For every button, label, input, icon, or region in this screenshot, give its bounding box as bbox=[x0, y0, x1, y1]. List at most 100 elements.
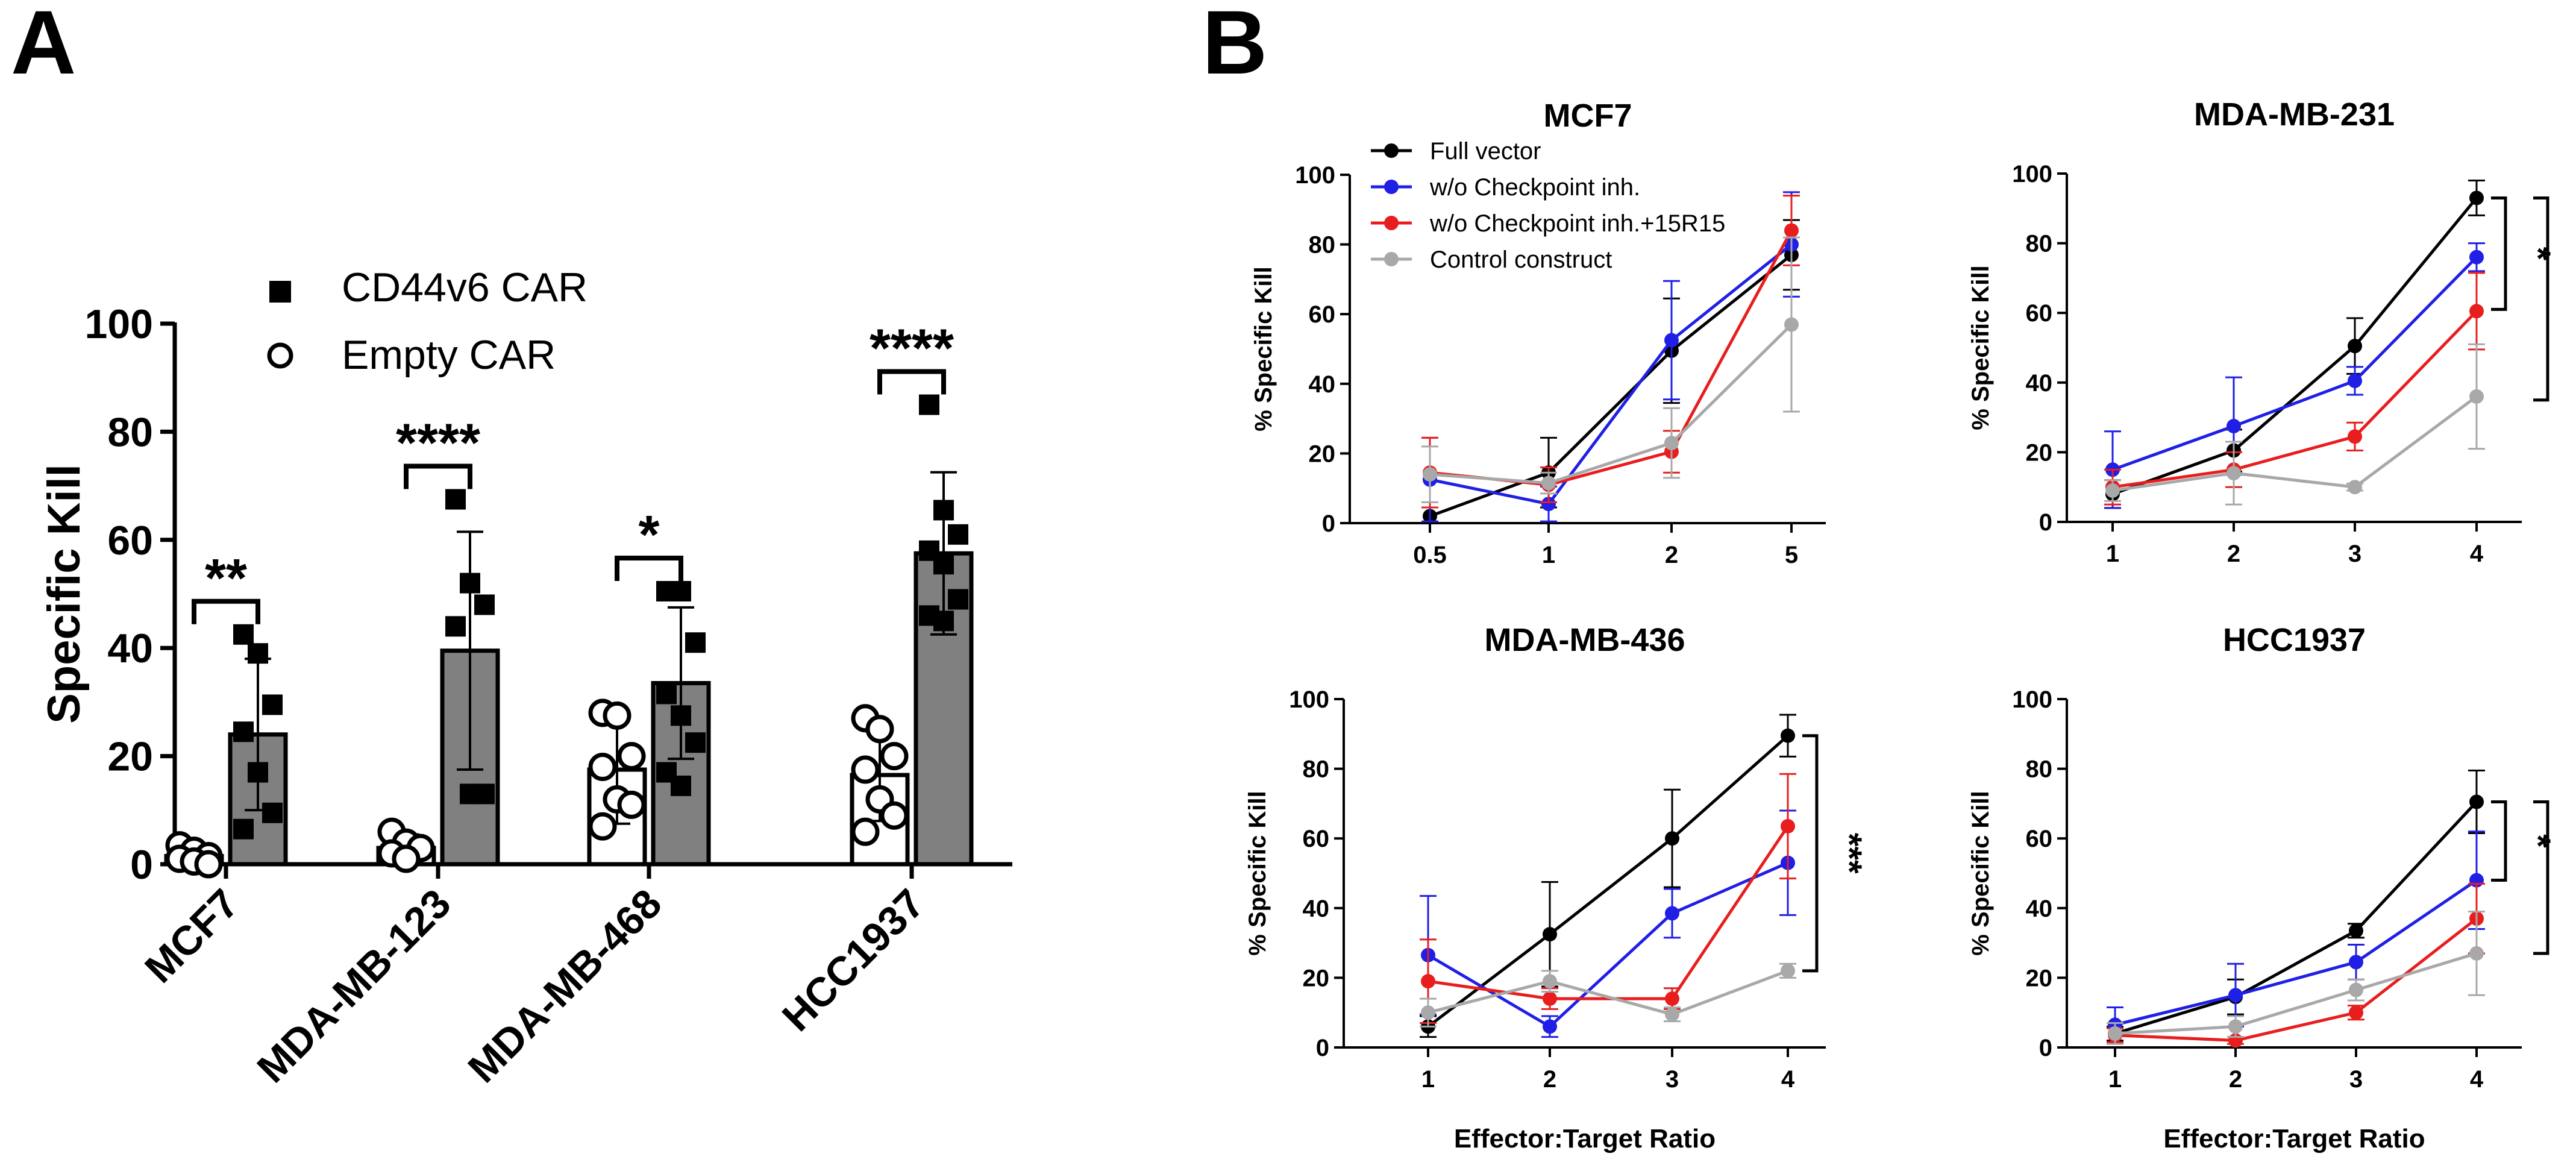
data-point bbox=[1784, 317, 1799, 332]
significance-stars: * bbox=[2518, 247, 2557, 261]
panel-a-label: A bbox=[11, 0, 76, 93]
series-w-o-checkpoint-inh bbox=[2107, 830, 2485, 1043]
data-point-square bbox=[248, 643, 268, 664]
y-tick-label: 0 bbox=[1316, 1035, 1329, 1061]
data-point bbox=[1664, 333, 1679, 348]
y-tick-label: 100 bbox=[2012, 686, 2052, 713]
significance-bracket bbox=[2491, 196, 2507, 311]
y-tick-label: 20 bbox=[1309, 441, 1336, 467]
data-point-circle bbox=[392, 844, 421, 873]
series-line-full-vector bbox=[1429, 253, 1793, 518]
significance-bracket bbox=[2533, 196, 2549, 402]
line-chart-mda-mb-436: 0 20 40 60 80 100 1 2 3 4 % Specific Kill MDA-MB-43… bbox=[1244, 622, 1869, 1154]
series-control-construct bbox=[2104, 343, 2485, 506]
data-point bbox=[1664, 436, 1679, 451]
significance-bracket bbox=[404, 463, 472, 489]
data-point-square bbox=[474, 594, 495, 615]
y-tick-label: 0 bbox=[130, 842, 153, 888]
data-point bbox=[1665, 831, 1679, 846]
legend-label-control-construct: Control construct bbox=[1430, 246, 1612, 273]
significance-bracket bbox=[1802, 734, 1819, 973]
series-line-w-o-checkpoint-inh bbox=[2114, 879, 2478, 1026]
x-tick-label: 4 bbox=[2470, 541, 2484, 567]
series-full-vector bbox=[2107, 769, 2485, 1041]
data-point bbox=[2349, 923, 2363, 938]
y-tick-label: 60 bbox=[1309, 301, 1336, 328]
line-chart-mcf7: 0 20 40 60 80 100 0.5 1 2 5 % Specific Kill MCF7Ful… bbox=[1250, 98, 1826, 568]
series-w-o-checkpoint-inh-15r15 bbox=[1421, 195, 1800, 509]
series-full-vector bbox=[2104, 180, 2485, 509]
data-point-square bbox=[933, 611, 954, 632]
significance-stars: **** bbox=[870, 319, 954, 379]
line-chart-hcc1937: 0 20 40 60 80 100 1 2 3 4 % Specific Kill HCC1937 Ef… bbox=[1967, 622, 2576, 1154]
data-point-circle bbox=[588, 812, 617, 841]
x-tick-label-mda-mb-468: MDA-MB-468 bbox=[459, 880, 670, 1091]
data-point bbox=[2348, 429, 2362, 444]
x-tick-label: 1 bbox=[1542, 542, 1555, 568]
significance-stars: ** bbox=[2560, 286, 2576, 313]
legend-label-full-vector: Full vector bbox=[1430, 138, 1541, 165]
y-axis-label: % Specific Kill bbox=[1244, 791, 1271, 955]
significance-stars: **** bbox=[396, 413, 480, 474]
data-point-circle bbox=[588, 753, 617, 782]
y-tick-label: 20 bbox=[107, 734, 153, 780]
legend-marker-w-o-checkpoint-inh bbox=[1384, 180, 1399, 194]
y-axis-label: % Specific Kill bbox=[1967, 265, 1994, 430]
data-point bbox=[2227, 419, 2241, 434]
x-tick-label: 4 bbox=[2470, 1066, 2484, 1093]
data-point-square bbox=[474, 783, 495, 805]
data-point bbox=[1781, 818, 1795, 833]
series-line-control-construct bbox=[2114, 952, 2477, 1035]
data-point-circle bbox=[194, 850, 223, 879]
significance-bracket bbox=[2491, 800, 2507, 882]
data-point bbox=[2469, 190, 2484, 206]
data-point bbox=[1423, 467, 1437, 482]
data-point-square bbox=[671, 775, 691, 796]
x-tick-label: 2 bbox=[1665, 542, 1678, 568]
data-point-square bbox=[233, 721, 254, 742]
y-tick-label: 80 bbox=[2026, 231, 2053, 257]
y-tick-label: 60 bbox=[1303, 826, 1330, 852]
data-point bbox=[2349, 982, 2363, 997]
chart-title-hcc1937: HCC1937 bbox=[2223, 622, 2366, 658]
x-tick-label: 1 bbox=[1421, 1066, 1435, 1093]
y-tick-label: 40 bbox=[2026, 370, 2053, 397]
series-w-o-checkpoint-inh-15r15 bbox=[1420, 773, 1796, 1025]
y-tick-label: 100 bbox=[85, 301, 153, 347]
panel-b-label: B bbox=[1202, 0, 1267, 93]
significance-stars: ** bbox=[205, 548, 247, 609]
data-point-circle bbox=[880, 742, 909, 771]
data-point bbox=[2469, 250, 2484, 265]
significance-stars: *** bbox=[1829, 833, 1869, 874]
y-tick-label: 100 bbox=[2012, 161, 2052, 187]
y-tick-label: 60 bbox=[2026, 826, 2053, 852]
data-point-square bbox=[248, 762, 268, 783]
x-axis-label: Effector:Target Ratio bbox=[2163, 1124, 2425, 1154]
y-tick-label: 100 bbox=[1295, 162, 1335, 189]
y-tick-label: 0 bbox=[1322, 510, 1335, 537]
series-w-o-checkpoint-inh bbox=[1420, 809, 1796, 1038]
y-tick-label: 60 bbox=[107, 518, 153, 563]
legend-marker-control-construct bbox=[1384, 252, 1399, 266]
data-point-circle bbox=[617, 742, 646, 771]
data-point-square bbox=[919, 394, 939, 415]
x-tick-label: 2 bbox=[2227, 541, 2240, 567]
series-control-construct bbox=[2107, 911, 2485, 1045]
series-line-control-construct bbox=[2112, 395, 2478, 492]
data-point-square bbox=[933, 554, 954, 575]
series-w-o-checkpoint-inh bbox=[1421, 191, 1800, 523]
significance-stars: * bbox=[2518, 834, 2557, 848]
x-tick-label: 5 bbox=[1785, 542, 1798, 568]
line-chart-mda-mb-231: 0 20 40 60 80 100 1 2 3 4 % Specific Kill MDA-MB-23… bbox=[1967, 96, 2576, 567]
data-point-square bbox=[262, 802, 283, 823]
legend-label-w-o-checkpoint-inh-15r15: w/o Checkpoint inh.+15R15 bbox=[1429, 210, 1725, 237]
x-tick-label-mda-mb-123: MDA-MB-123 bbox=[248, 880, 459, 1091]
significance-bracket bbox=[877, 369, 946, 395]
bar-chart-specific-kill: 0 20 40 60 80 100 Specific Kill MCF7 ** MDA-MB-12… bbox=[39, 265, 1012, 1091]
data-point-square bbox=[685, 632, 706, 653]
data-point bbox=[2348, 373, 2362, 388]
series-control-construct bbox=[1421, 236, 1800, 503]
y-tick-label: 20 bbox=[2026, 965, 2053, 991]
data-point-circle bbox=[880, 801, 909, 830]
x-tick-label: 1 bbox=[2106, 541, 2119, 567]
